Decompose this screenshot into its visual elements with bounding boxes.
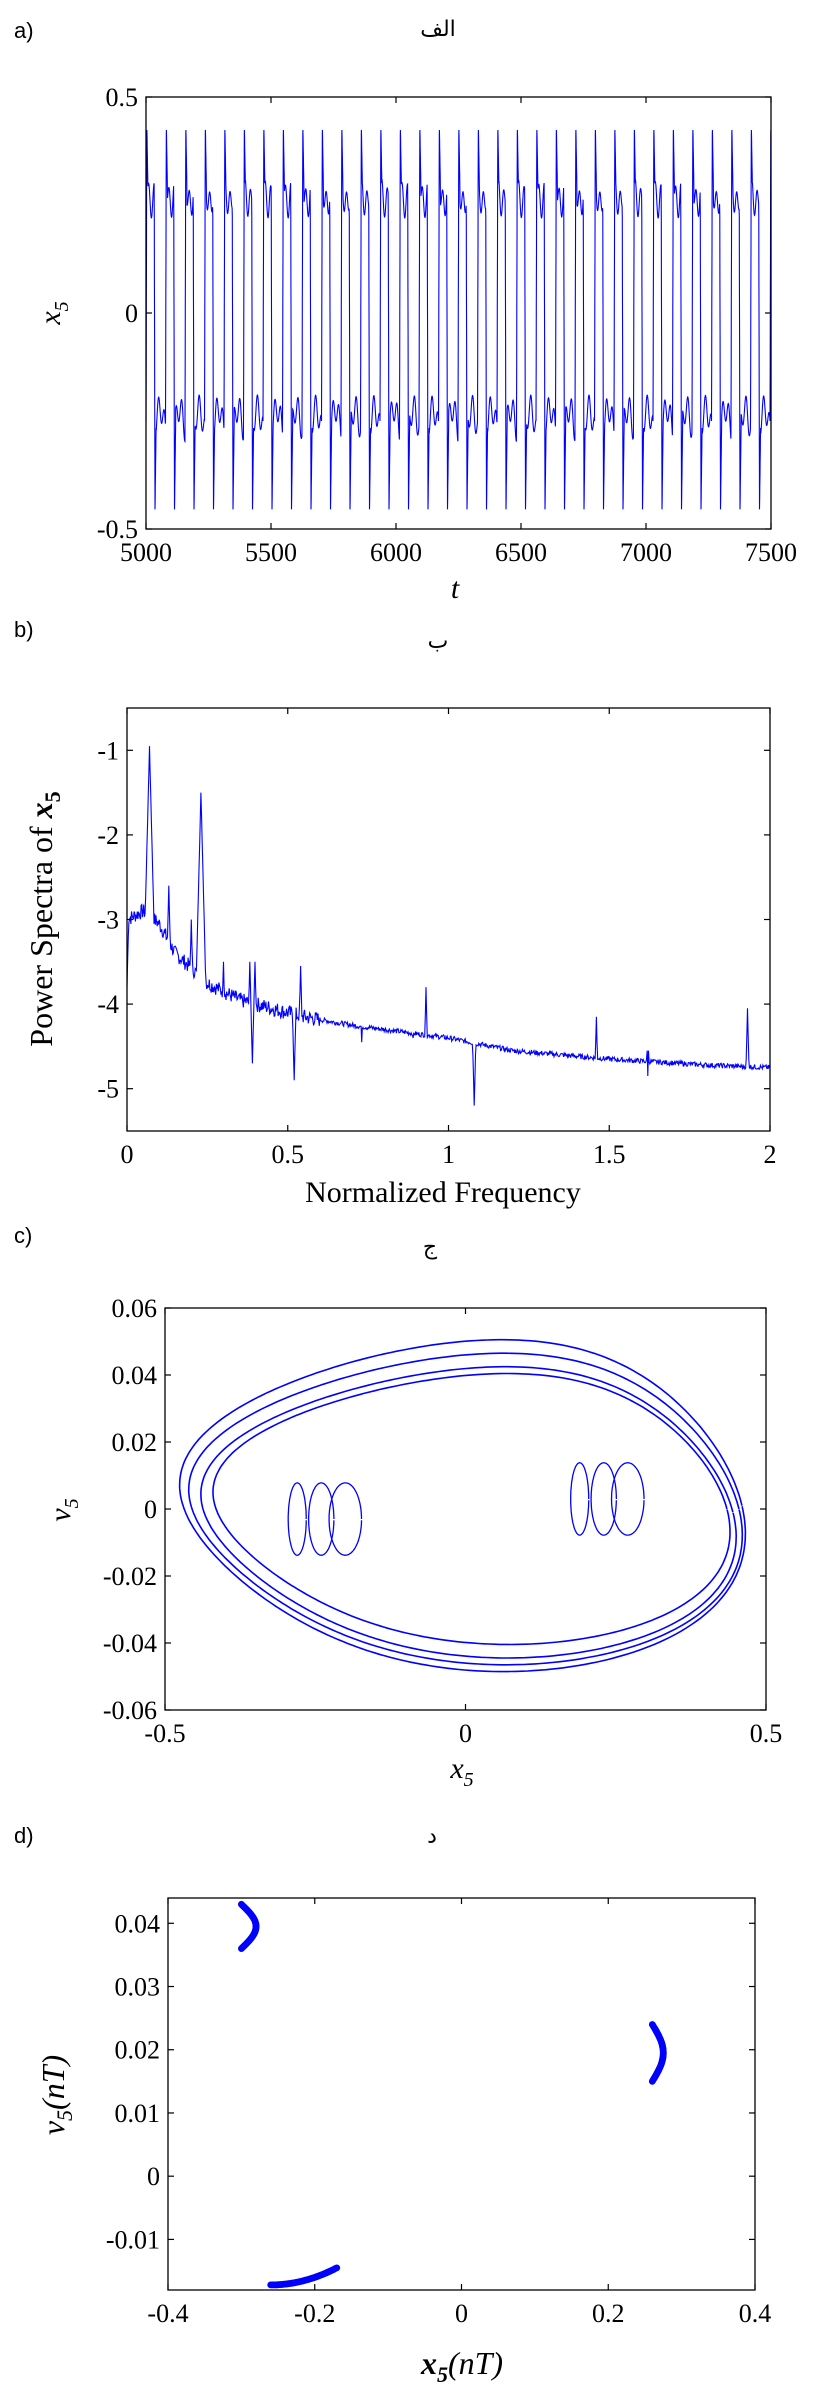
y-tick-label: -0.01 (106, 2225, 160, 2254)
x-tick-label: 7000 (620, 538, 672, 567)
poincare-point (238, 1900, 245, 1908)
y-tick-label: -4 (97, 990, 119, 1019)
poincare-point (648, 2021, 656, 2028)
phase-orbit (212, 1372, 731, 1646)
y-tick-label: 0.06 (112, 1294, 158, 1323)
panel-c-ticks: -0.5 0 0.5 0.06 0.04 0.02 0 -0.02 -0.04 -0.06 (103, 1294, 782, 1748)
phase-inner-loop (610, 1462, 645, 1536)
x-tick-label: 0.4 (739, 2299, 772, 2328)
y-tick-label: 0 (125, 299, 138, 328)
panel-c-label: c) (14, 1223, 32, 1248)
panel-c-plot (178, 1338, 747, 1673)
x-tick-label: 0 (455, 2299, 468, 2328)
panel-d-ticks: -0.4 -0.2 0 0.2 0.4 0.04 0.03 0.02 0.01 0 -0.01 (106, 1898, 771, 2328)
panel-d-persian-label: د (427, 1824, 437, 1849)
x-tick-label: 0.2 (592, 2299, 625, 2328)
panel-a-plot (145, 129, 772, 510)
panel-b-label: b) (14, 617, 34, 642)
y-tick-label: -0.06 (103, 1696, 157, 1725)
panel-d-plot (238, 1900, 667, 2289)
y-tick-label: -5 (97, 1075, 119, 1104)
power-spectrum-line (126, 746, 771, 1106)
series-x5-line (145, 129, 772, 510)
x-tick-label: 0 (459, 1719, 472, 1748)
phase-inner-loop (570, 1462, 590, 1536)
x-tick-label: -0.4 (147, 2299, 188, 2328)
y-tick-label: 0 (147, 2162, 160, 2191)
x-tick-label: 0 (121, 1140, 134, 1169)
panel-a-label: a) (14, 18, 34, 43)
y-tick-label: 0.01 (115, 2099, 161, 2128)
panel-b-axes-frame (126, 707, 771, 1132)
panel-c-ylabel: v5 (44, 1498, 83, 1521)
phase-orbit (187, 1352, 744, 1666)
panel-a-ticks: 5000 5500 6000 6500 7000 7500 0.5 0 -0.5 (97, 83, 797, 567)
y-tick-label: -3 (97, 906, 119, 935)
phase-inner-loop (328, 1482, 363, 1556)
y-tick-label: 0.5 (106, 83, 139, 112)
x-tick-label: 1 (442, 1140, 455, 1169)
panel-c-persian-label: ج (423, 1235, 438, 1260)
panel-d: d) د -0.4 -0.2 0 0.2 0.40.040.030.020.010-0.… (14, 1823, 771, 2387)
panel-b-plot (126, 746, 771, 1106)
panel-d-label: d) (14, 1823, 34, 1848)
x-tick-label: 5500 (245, 538, 297, 567)
x-tick-label: 7500 (745, 538, 797, 567)
y-tick-label: -2 (97, 821, 119, 850)
panel-a-xlabel: t (451, 572, 460, 605)
panel-a-ylabel: x5 (34, 301, 73, 325)
y-tick-label: 0.03 (115, 1973, 161, 2002)
y-tick-label: 0.02 (115, 2036, 161, 2065)
x-tick-label: 5000 (120, 538, 172, 567)
panel-d-xlabel: x5(nT) (420, 2345, 503, 2387)
phase-orbit (200, 1365, 738, 1659)
x-tick-label: 2 (764, 1140, 777, 1169)
poincare-point (333, 2264, 341, 2272)
panel-c: c) ج -0.5 0 0.5 0.06 0.04 0.02 0 -0.02 -0.04 -0.0… (14, 1223, 782, 1791)
phase-inner-loop (307, 1482, 335, 1556)
x-tick-label: -0.2 (294, 2299, 335, 2328)
y-tick-label: -0.02 (103, 1562, 157, 1591)
y-tick-label: -0.5 (97, 515, 138, 544)
panel-a: a) الف 5000 5500 6000 6500 7000 75000.50-0.5 … (14, 17, 797, 605)
x-tick-label: 0.5 (750, 1719, 783, 1748)
panel-b: b) ب 0 0.5 1 1.5 2 -1 -2 -3 -4 -5 Normalized Freq… (14, 617, 777, 1209)
phase-inner-loop (590, 1462, 618, 1536)
phase-orbit (178, 1338, 747, 1673)
panel-c-xlabel: x5 (449, 1752, 473, 1791)
y-tick-label: -0.04 (103, 1629, 157, 1658)
panel-b-ylabel: Power Spectra of x5 (23, 791, 65, 1046)
y-tick-label: 0.04 (115, 1909, 161, 1938)
x-tick-label: 6000 (370, 538, 422, 567)
panel-b-ticks: 0 0.5 1 1.5 2 -1 -2 -3 -4 -5 (97, 708, 777, 1169)
panel-a-persian-label: الف (420, 17, 456, 42)
x-tick-label: 1.5 (593, 1140, 626, 1169)
y-tick-label: 0.02 (112, 1428, 158, 1457)
y-tick-label: -1 (97, 736, 119, 765)
x-tick-label: 0.5 (272, 1140, 305, 1169)
panel-d-axes-frame (167, 1897, 756, 2291)
panel-d-ylabel: v5(nT) (35, 2055, 77, 2135)
y-tick-label: 0 (144, 1495, 157, 1524)
x-tick-label: 6500 (495, 538, 547, 567)
panel-b-xlabel: Normalized Frequency (305, 1176, 581, 1209)
phase-inner-loop (287, 1482, 307, 1556)
panel-b-persian-label: ب (428, 629, 449, 654)
x-tick-label: -0.5 (144, 1719, 185, 1748)
y-tick-label: 0.04 (112, 1361, 158, 1390)
